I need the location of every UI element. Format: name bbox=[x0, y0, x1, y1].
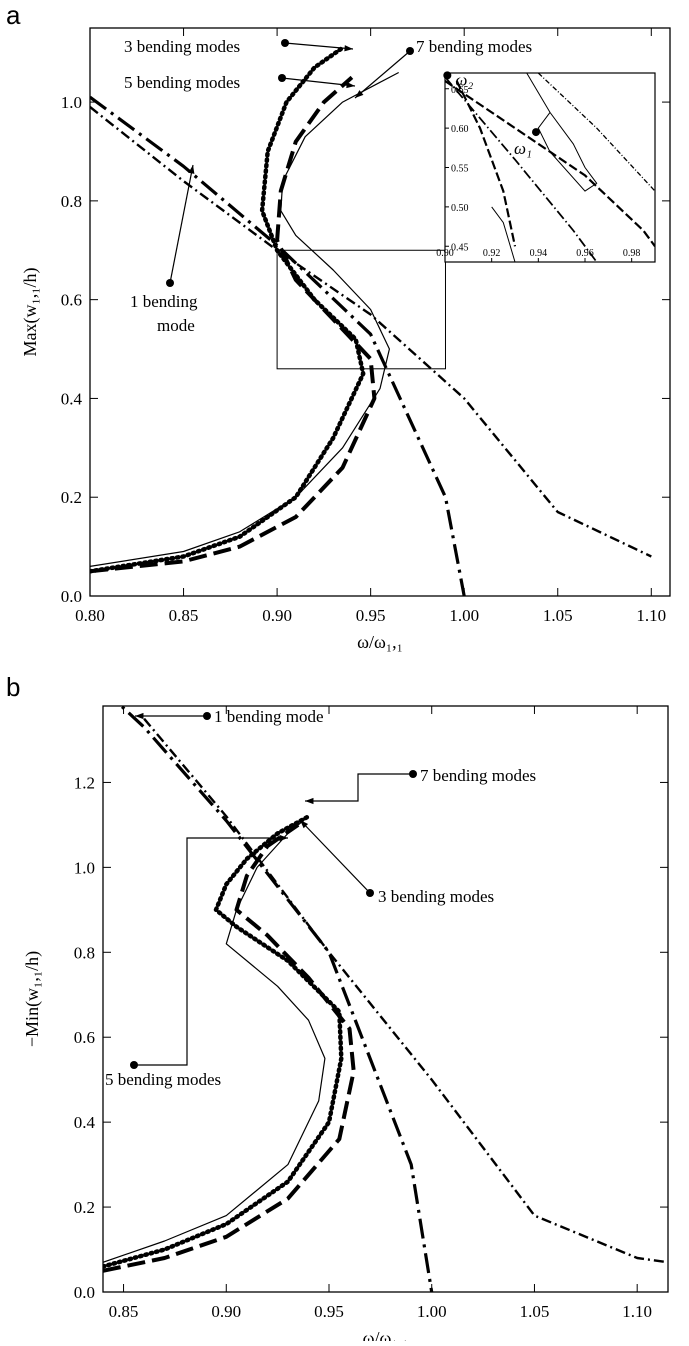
annotation-dot bbox=[532, 128, 540, 136]
y-tick-label: 1.0 bbox=[74, 858, 95, 877]
figure-panel-a: a 0.80 0.85 0.90 0.95 1.00 1.05 1.10 0.0 0.2 0.4 0.… bbox=[0, 0, 689, 670]
b-series-dashed bbox=[103, 825, 354, 1271]
inset-label-omega1: ω₁ bbox=[514, 139, 532, 158]
annotation-mode: mode bbox=[157, 316, 195, 335]
inset-x-tick-label: 0.92 bbox=[483, 248, 501, 259]
plot-frame bbox=[103, 706, 668, 1292]
x-tick-label: 1.10 bbox=[636, 606, 666, 625]
inset-x-tick-label: 0.98 bbox=[623, 248, 641, 259]
x-tick-label: 1.00 bbox=[449, 606, 479, 625]
x-axis-label: ω/ω₁,₁ bbox=[357, 632, 403, 652]
inset-y-tick-label: 0.55 bbox=[451, 164, 469, 175]
figure-panel-b: b 0.85 0.90 0.95 1.00 1.05 1.10 0.0 0.2 0.4 0.6 0.8… bbox=[0, 670, 689, 1341]
annotation-dot bbox=[443, 71, 451, 79]
x-tick-label: 0.95 bbox=[314, 1302, 344, 1321]
x-tick-label: 1.05 bbox=[543, 606, 573, 625]
annotation-leader bbox=[170, 165, 193, 283]
y-tick-label: 0.6 bbox=[61, 291, 82, 310]
y-tick-label: 1.2 bbox=[74, 773, 95, 792]
y-tick-label: 0.4 bbox=[74, 1113, 96, 1132]
inset-y-tick-label: 0.60 bbox=[451, 124, 469, 135]
b-series-mixed bbox=[144, 719, 668, 1263]
x-tick-label: 0.85 bbox=[169, 606, 199, 625]
y-tick-label: 0.8 bbox=[74, 943, 95, 962]
y-axis-label: Max(w₁,₁/h) bbox=[20, 267, 41, 356]
inset-y-tick-label: 0.50 bbox=[451, 203, 469, 214]
chart-a-svg: a 0.80 0.85 0.90 0.95 1.00 1.05 1.10 0.0 0.2 0.4 0.… bbox=[0, 0, 689, 670]
a-series-solid bbox=[90, 73, 399, 567]
annotation-1-bending-mode: 1 bending mode bbox=[214, 707, 324, 726]
y-tick-label: 0.0 bbox=[74, 1283, 95, 1302]
annotation-1-bending: 1 bending bbox=[130, 292, 198, 311]
y-axis-label: −Min(w₁,₁/h) bbox=[22, 951, 43, 1047]
annotation-leader bbox=[355, 51, 410, 98]
y-tick-label: 0.4 bbox=[61, 389, 83, 408]
annotation-arrowhead bbox=[305, 798, 313, 804]
y-tick-label: 0.2 bbox=[74, 1198, 95, 1217]
annotation-leader bbox=[305, 774, 413, 801]
y-tick-label: 0.2 bbox=[61, 488, 82, 507]
inset-y-tick-label: 0.45 bbox=[451, 242, 469, 253]
annotation-leader bbox=[285, 43, 353, 49]
annotation-3-bending-modes: 3 bending modes bbox=[378, 887, 494, 906]
a-series-dashed bbox=[90, 77, 374, 571]
x-tick-label: 0.95 bbox=[356, 606, 386, 625]
annotation-leader bbox=[300, 820, 370, 893]
x-tick-label: 1.00 bbox=[417, 1302, 447, 1321]
annotation-5-bending-modes: 5 bending modes bbox=[105, 1070, 221, 1089]
inset-label-omega2: ω₂ bbox=[455, 70, 473, 89]
panel-label: b bbox=[6, 672, 20, 702]
annotation-5-bending-modes: 5 bending modes bbox=[124, 73, 240, 92]
annotation-7-bending-modes: 7 bending modes bbox=[416, 37, 532, 56]
b-series-dashdot bbox=[103, 689, 432, 1292]
inset-x-tick-label: 0.94 bbox=[530, 248, 548, 259]
y-tick-label: 0.6 bbox=[74, 1028, 95, 1047]
x-tick-label: 0.90 bbox=[211, 1302, 241, 1321]
annotation-leader bbox=[134, 838, 288, 1065]
x-axis-label: ω/ω₁,₁ bbox=[363, 1328, 409, 1341]
x-tick-label: 0.90 bbox=[262, 606, 292, 625]
y-tick-label: 1.0 bbox=[61, 93, 82, 112]
b-series-dotted bbox=[103, 816, 341, 1266]
annotation-3-bending-modes: 3 bending modes bbox=[124, 37, 240, 56]
annotation-arrowhead bbox=[344, 45, 353, 51]
panel-label: a bbox=[6, 0, 21, 30]
y-tick-label: 0.8 bbox=[61, 192, 82, 211]
x-tick-label: 0.80 bbox=[75, 606, 105, 625]
annotation-arrowhead bbox=[346, 82, 355, 88]
x-tick-label: 1.10 bbox=[622, 1302, 652, 1321]
x-tick-label: 0.85 bbox=[109, 1302, 139, 1321]
y-tick-label: 0.0 bbox=[61, 587, 82, 606]
x-tick-label: 1.05 bbox=[520, 1302, 550, 1321]
chart-b-svg: b 0.85 0.90 0.95 1.00 1.05 1.10 0.0 0.2 0.4 0.6 0.8… bbox=[0, 670, 689, 1341]
annotation-arrowhead bbox=[280, 835, 288, 841]
annotation-7-bending-modes: 7 bending modes bbox=[420, 766, 536, 785]
